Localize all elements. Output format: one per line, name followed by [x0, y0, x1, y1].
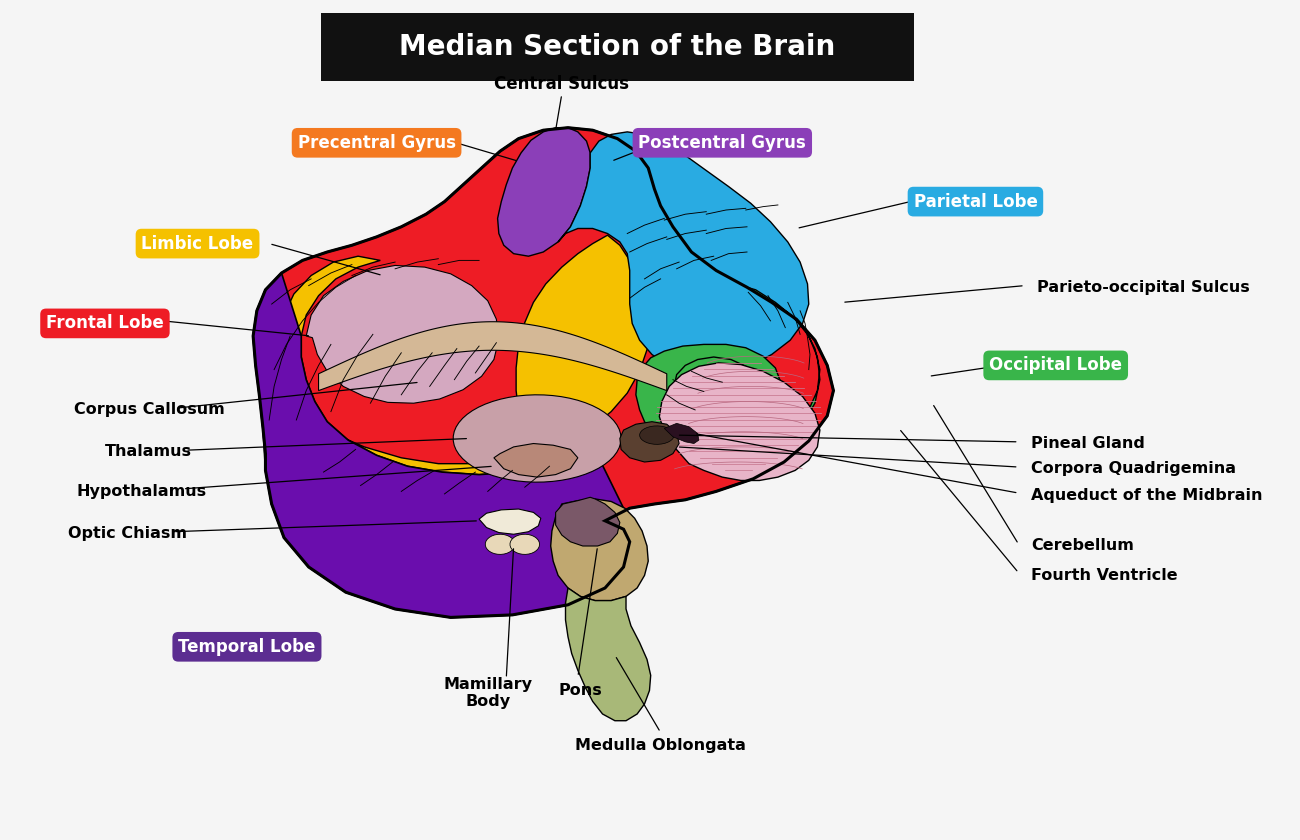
Text: Cerebellum: Cerebellum [1031, 538, 1134, 554]
Text: Hypothalamus: Hypothalamus [77, 484, 207, 499]
Polygon shape [636, 287, 820, 455]
Text: Corpora Quadrigemina: Corpora Quadrigemina [1031, 461, 1236, 476]
Text: Temporal Lobe: Temporal Lobe [178, 638, 316, 656]
Polygon shape [254, 273, 629, 617]
Text: Occipital Lobe: Occipital Lobe [989, 356, 1122, 375]
Polygon shape [640, 426, 675, 444]
Text: Corpus Callosum: Corpus Callosum [74, 402, 225, 417]
Text: Central Sulcus: Central Sulcus [494, 75, 629, 93]
Text: Frontal Lobe: Frontal Lobe [46, 314, 164, 333]
Polygon shape [498, 128, 590, 256]
Polygon shape [510, 534, 540, 554]
Polygon shape [307, 265, 499, 403]
Text: Pons: Pons [559, 683, 602, 698]
Text: Fourth Ventricle: Fourth Ventricle [1031, 568, 1178, 583]
Polygon shape [254, 128, 833, 617]
Text: Limbic Lobe: Limbic Lobe [142, 234, 254, 253]
FancyBboxPatch shape [321, 13, 914, 81]
Text: Medulla Oblongata: Medulla Oblongata [575, 738, 746, 753]
Polygon shape [278, 235, 651, 475]
Polygon shape [555, 497, 620, 546]
Polygon shape [566, 588, 651, 721]
Text: Thalamus: Thalamus [105, 444, 192, 459]
Polygon shape [485, 534, 515, 554]
Text: Optic Chiasm: Optic Chiasm [68, 526, 187, 541]
Polygon shape [318, 322, 667, 391]
Text: Postcentral Gyrus: Postcentral Gyrus [638, 134, 806, 152]
Text: Median Section of the Brain: Median Section of the Brain [399, 33, 836, 61]
Polygon shape [494, 444, 578, 477]
Text: Mamillary
Body: Mamillary Body [443, 677, 532, 709]
Polygon shape [551, 499, 649, 601]
Text: Pineal Gland: Pineal Gland [1031, 436, 1145, 451]
Polygon shape [620, 422, 679, 462]
Polygon shape [480, 509, 541, 534]
Text: Parieto-occipital Sulcus: Parieto-occipital Sulcus [1037, 280, 1249, 295]
Polygon shape [659, 363, 820, 480]
Polygon shape [454, 395, 621, 482]
Polygon shape [664, 423, 699, 444]
Text: Precentral Gyrus: Precentral Gyrus [298, 134, 455, 152]
Text: Parietal Lobe: Parietal Lobe [914, 192, 1037, 211]
Polygon shape [558, 132, 809, 374]
Text: Aqueduct of the Midbrain: Aqueduct of the Midbrain [1031, 488, 1262, 503]
